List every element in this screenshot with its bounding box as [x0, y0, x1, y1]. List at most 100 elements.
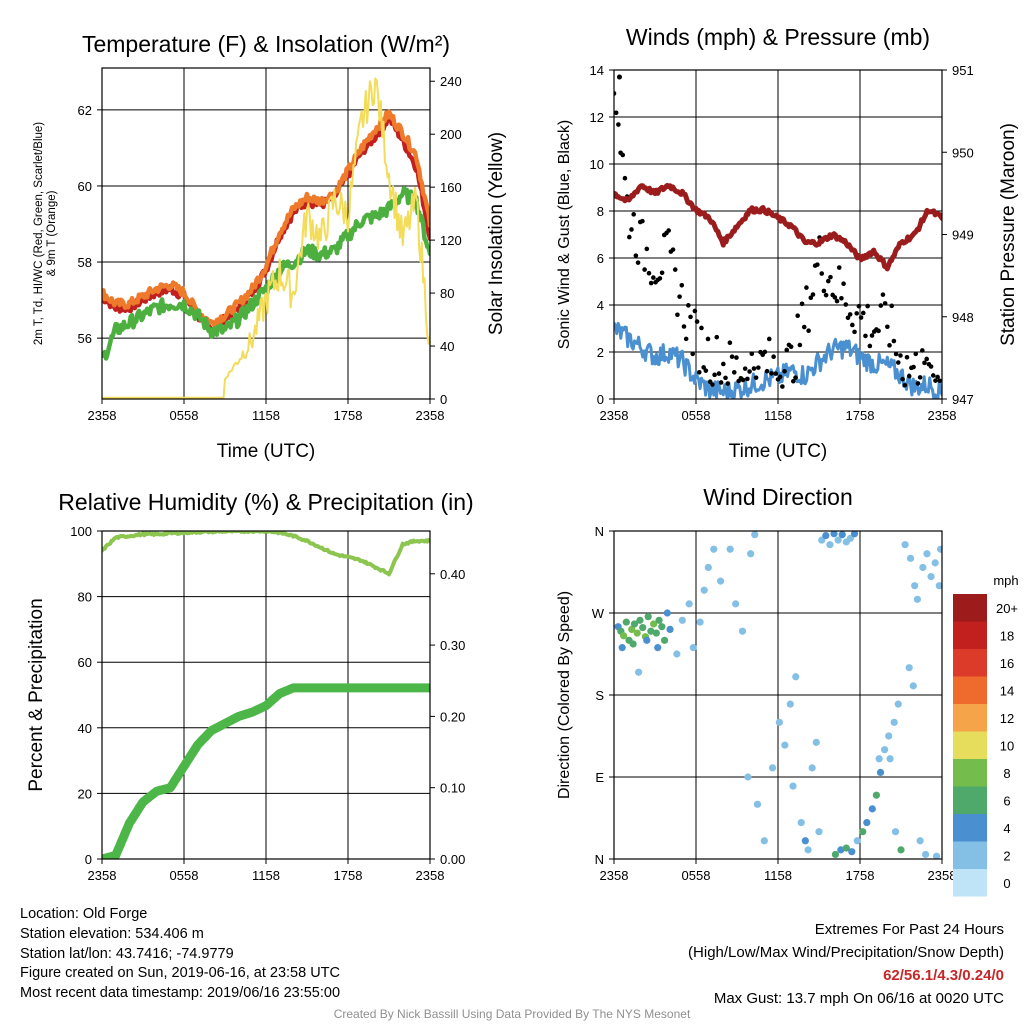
gust-point — [852, 329, 857, 335]
direction-point — [652, 629, 660, 637]
gust-point — [928, 364, 934, 369]
gust-point — [631, 212, 636, 217]
direction-point — [812, 738, 820, 746]
y-tick-label: 40 — [78, 721, 92, 736]
series-wind-line — [614, 321, 942, 399]
gust-point — [895, 360, 901, 365]
chart-title: Wind Direction — [703, 484, 853, 510]
y-tick-label: N — [595, 852, 604, 867]
legend-label: 14 — [1000, 683, 1014, 698]
direction-point — [622, 618, 630, 626]
y-right-tick-label: 951 — [952, 63, 974, 78]
gust-point — [933, 378, 938, 383]
y-axis-label: Direction (Colored By Speed) — [556, 591, 573, 799]
plot-area — [614, 74, 942, 399]
gust-point — [614, 110, 619, 116]
elevation-text: Station elevation: 534.406 m — [20, 925, 204, 942]
direction-point — [753, 800, 762, 808]
gust-point — [703, 368, 709, 373]
gust-point — [821, 288, 827, 294]
gust-point — [688, 314, 693, 320]
gust-point — [675, 312, 680, 318]
legend-swatch — [953, 759, 987, 787]
latlon-text: Station lat/lon: 43.7416; -74.9779 — [20, 945, 234, 962]
y-tick-label: 0 — [85, 852, 92, 867]
series-rh-line — [102, 531, 430, 577]
plot-area — [102, 77, 430, 399]
direction-point — [842, 844, 850, 852]
gust-point — [893, 351, 899, 357]
direction-point — [885, 732, 893, 740]
direction-point — [630, 620, 639, 628]
gust-point — [640, 218, 645, 224]
legend-label: 2 — [1003, 848, 1010, 863]
series-precip-line — [102, 683, 430, 859]
location-text: Location: Old Forge — [20, 906, 148, 922]
gust-point — [731, 370, 737, 375]
direction-point — [922, 850, 930, 859]
gust-point — [784, 347, 790, 353]
direction-point — [618, 644, 626, 652]
gust-point — [766, 336, 772, 342]
gust-point — [832, 295, 838, 300]
x-tick-label: 0558 — [682, 408, 711, 423]
direction-point — [655, 616, 663, 624]
direction-point — [876, 768, 885, 777]
gust-point — [797, 342, 803, 348]
plot-frame — [613, 530, 943, 860]
legend-swatch — [953, 594, 987, 622]
gust-point — [773, 371, 779, 376]
gust-point — [904, 354, 910, 360]
gust-point — [828, 274, 833, 280]
gust-point — [696, 369, 702, 375]
gust-point — [843, 302, 849, 307]
direction-point — [901, 541, 909, 549]
y-tick-label: 58 — [78, 255, 92, 270]
y-tick-label: 56 — [78, 331, 92, 346]
gust-point — [915, 381, 921, 386]
gust-point — [801, 324, 807, 330]
direction-point — [932, 852, 941, 859]
direction-point — [906, 554, 915, 562]
direction-point — [927, 572, 935, 581]
gust-point — [806, 328, 811, 334]
x-tick-label: 2358 — [600, 868, 629, 883]
x-tick-label: 2358 — [600, 408, 629, 423]
max-gust-text: Max Gust: 13.7 mph On 06/16 at 0020 UTC — [713, 990, 1004, 1007]
gust-max-point — [616, 74, 622, 80]
x-tick-label: 1758 — [334, 408, 363, 423]
x-tick-label: 1158 — [252, 868, 280, 883]
y-tick-label: W — [592, 606, 605, 621]
gust-point — [622, 175, 628, 181]
gust-point — [633, 253, 639, 258]
gust-point — [867, 343, 873, 349]
legend-label: 0 — [1003, 876, 1010, 891]
direction-point — [792, 673, 800, 681]
y-right-tick-label: 950 — [952, 145, 974, 160]
legend-swatch — [953, 731, 987, 759]
y-tick-label: 0 — [597, 392, 604, 407]
direction-point — [639, 623, 647, 632]
direction-point — [685, 600, 693, 608]
gust-point — [902, 382, 908, 388]
x-tick-label: 2358 — [416, 408, 445, 423]
gust-point — [930, 373, 936, 378]
direction-point — [931, 559, 939, 567]
gust-point — [672, 267, 678, 272]
legend-swatch — [953, 649, 987, 677]
gust-point — [629, 227, 634, 232]
series-pressure-line — [614, 183, 942, 272]
gust-point — [670, 247, 676, 252]
gust-point — [782, 368, 787, 374]
gust-point — [825, 278, 831, 284]
gust-point — [937, 378, 942, 384]
gust-point — [850, 322, 855, 328]
gust-point — [686, 303, 691, 308]
gust-point — [753, 375, 759, 380]
gust-point — [882, 301, 888, 306]
gust-point — [616, 122, 621, 127]
gust-point — [780, 384, 785, 389]
direction-point — [678, 616, 686, 624]
gust-point — [694, 319, 700, 324]
y-axis-label: Sonic Wind & Gust (Blue, Black) — [556, 120, 573, 349]
